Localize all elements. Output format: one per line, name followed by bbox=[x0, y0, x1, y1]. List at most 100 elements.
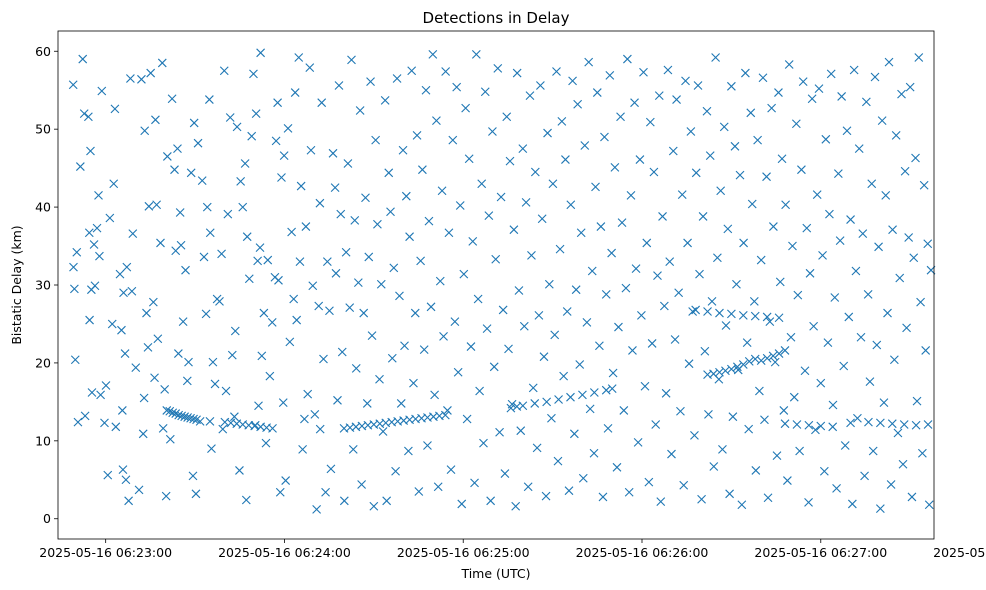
data-point bbox=[870, 72, 880, 82]
data-point bbox=[87, 388, 97, 397]
data-point bbox=[321, 487, 330, 497]
track-point bbox=[899, 420, 909, 429]
data-point bbox=[184, 357, 193, 367]
data-point bbox=[716, 186, 726, 196]
data-point bbox=[832, 483, 841, 493]
x-tick-label: 2025-05-16 06:25:00 bbox=[397, 545, 530, 560]
data-point bbox=[547, 413, 556, 423]
track-point bbox=[542, 397, 552, 407]
data-point bbox=[68, 80, 78, 90]
data-point bbox=[261, 438, 271, 448]
data-point bbox=[872, 340, 882, 350]
data-point bbox=[770, 357, 780, 367]
data-point bbox=[289, 294, 299, 304]
data-point bbox=[571, 285, 581, 295]
track-point bbox=[186, 413, 195, 423]
data-point bbox=[804, 497, 813, 507]
data-point bbox=[578, 473, 588, 483]
data-point bbox=[468, 236, 478, 246]
data-point bbox=[907, 492, 917, 502]
data-point bbox=[626, 191, 636, 200]
data-point bbox=[709, 462, 719, 471]
data-point bbox=[301, 222, 311, 231]
data-point bbox=[421, 85, 431, 95]
data-point bbox=[559, 371, 569, 381]
data-point bbox=[140, 126, 150, 136]
data-point bbox=[746, 108, 756, 118]
data-point bbox=[122, 262, 132, 272]
data-point bbox=[242, 232, 252, 242]
data-point bbox=[350, 215, 360, 225]
data-point bbox=[797, 165, 806, 175]
data-point bbox=[283, 124, 293, 133]
track-point bbox=[180, 412, 190, 422]
data-point bbox=[730, 141, 740, 151]
data-point bbox=[555, 244, 565, 254]
data-point bbox=[642, 238, 652, 248]
data-point bbox=[161, 491, 171, 501]
data-point bbox=[591, 182, 600, 192]
data-point bbox=[725, 489, 734, 499]
data-point bbox=[881, 191, 891, 200]
track-point bbox=[183, 413, 193, 422]
data-point bbox=[658, 212, 667, 221]
data-point bbox=[592, 88, 602, 97]
data-point bbox=[253, 256, 263, 266]
data-point bbox=[863, 289, 873, 299]
data-point bbox=[656, 497, 666, 506]
data-point bbox=[210, 379, 220, 389]
data-point bbox=[781, 200, 791, 210]
data-point bbox=[598, 492, 608, 502]
data-point bbox=[475, 386, 485, 396]
data-point bbox=[295, 257, 305, 267]
data-point bbox=[491, 254, 501, 264]
data-point bbox=[391, 466, 400, 476]
data-point bbox=[197, 176, 207, 185]
data-point bbox=[860, 471, 869, 481]
plot-area bbox=[58, 31, 934, 539]
data-point bbox=[561, 155, 570, 164]
data-point bbox=[500, 469, 510, 478]
data-point bbox=[380, 95, 390, 105]
data-point bbox=[654, 91, 664, 101]
data-point bbox=[362, 399, 372, 408]
data-point bbox=[674, 288, 684, 298]
data-point bbox=[884, 57, 894, 67]
data-point bbox=[369, 501, 379, 511]
x-tick-label: 2025-05-16 06:28:00 bbox=[933, 545, 986, 560]
data-point bbox=[227, 350, 237, 360]
track-point bbox=[750, 311, 760, 321]
data-point bbox=[314, 301, 324, 311]
data-point bbox=[223, 209, 233, 219]
data-point bbox=[416, 256, 426, 266]
data-point bbox=[756, 255, 766, 265]
data-point bbox=[471, 49, 481, 59]
data-point bbox=[72, 247, 82, 257]
data-point bbox=[608, 368, 618, 378]
data-point bbox=[244, 274, 254, 284]
data-point bbox=[290, 88, 300, 97]
data-point bbox=[842, 126, 852, 136]
data-point bbox=[334, 81, 344, 90]
data-point bbox=[230, 326, 240, 336]
data-point bbox=[384, 168, 394, 178]
data-point bbox=[543, 128, 552, 138]
data-point bbox=[612, 462, 622, 472]
data-point bbox=[404, 446, 413, 456]
data-point bbox=[672, 95, 681, 104]
data-point bbox=[758, 73, 768, 83]
data-point bbox=[774, 88, 783, 97]
data-point bbox=[157, 58, 167, 68]
data-point bbox=[762, 172, 771, 182]
data-point bbox=[755, 386, 764, 396]
data-point bbox=[279, 151, 289, 161]
data-point bbox=[624, 487, 634, 497]
data-point bbox=[341, 247, 351, 257]
data-point bbox=[728, 412, 738, 422]
data-point bbox=[835, 236, 845, 245]
data-point bbox=[527, 251, 536, 260]
data-point bbox=[462, 414, 472, 424]
data-point bbox=[919, 180, 929, 190]
data-point bbox=[726, 81, 736, 91]
track-point bbox=[923, 420, 933, 429]
